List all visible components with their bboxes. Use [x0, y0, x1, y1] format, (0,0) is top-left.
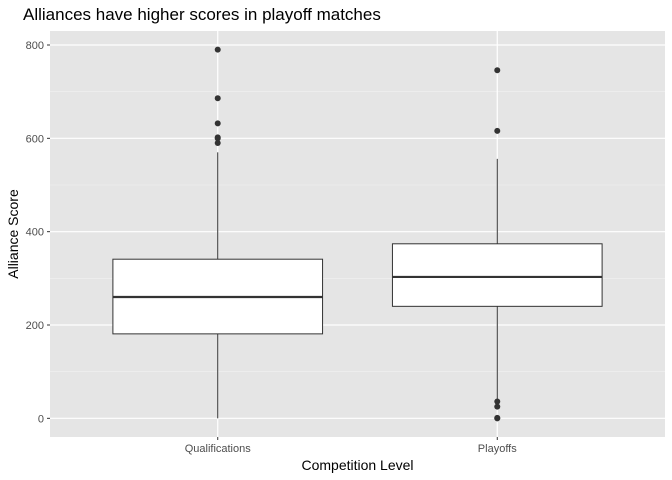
outlier-point — [214, 134, 221, 141]
y-axis-title: Alliance Score — [5, 189, 21, 279]
outlier-point — [214, 46, 221, 53]
outlier-point — [494, 414, 501, 421]
chart-title: Alliances have higher scores in playoff … — [23, 5, 381, 24]
x-axis-title: Competition Level — [301, 457, 413, 473]
outlier-point — [214, 95, 221, 102]
y-tick-label: 400 — [26, 227, 44, 239]
outlier-point — [494, 127, 501, 134]
x-tick-label: Playoffs — [478, 443, 517, 455]
outlier-point — [494, 403, 501, 410]
outlier-point — [494, 398, 501, 405]
y-tick-label: 0 — [38, 413, 44, 425]
y-tick-label: 800 — [26, 40, 44, 52]
outlier-point — [494, 67, 501, 74]
box-iqr — [391, 243, 603, 307]
y-tick-label: 600 — [26, 133, 44, 145]
plot-panel — [50, 31, 665, 437]
x-tick-label: Qualifications — [185, 443, 252, 455]
outlier-point — [214, 140, 221, 146]
y-tick-label: 200 — [26, 320, 44, 332]
outlier-point — [214, 120, 221, 127]
